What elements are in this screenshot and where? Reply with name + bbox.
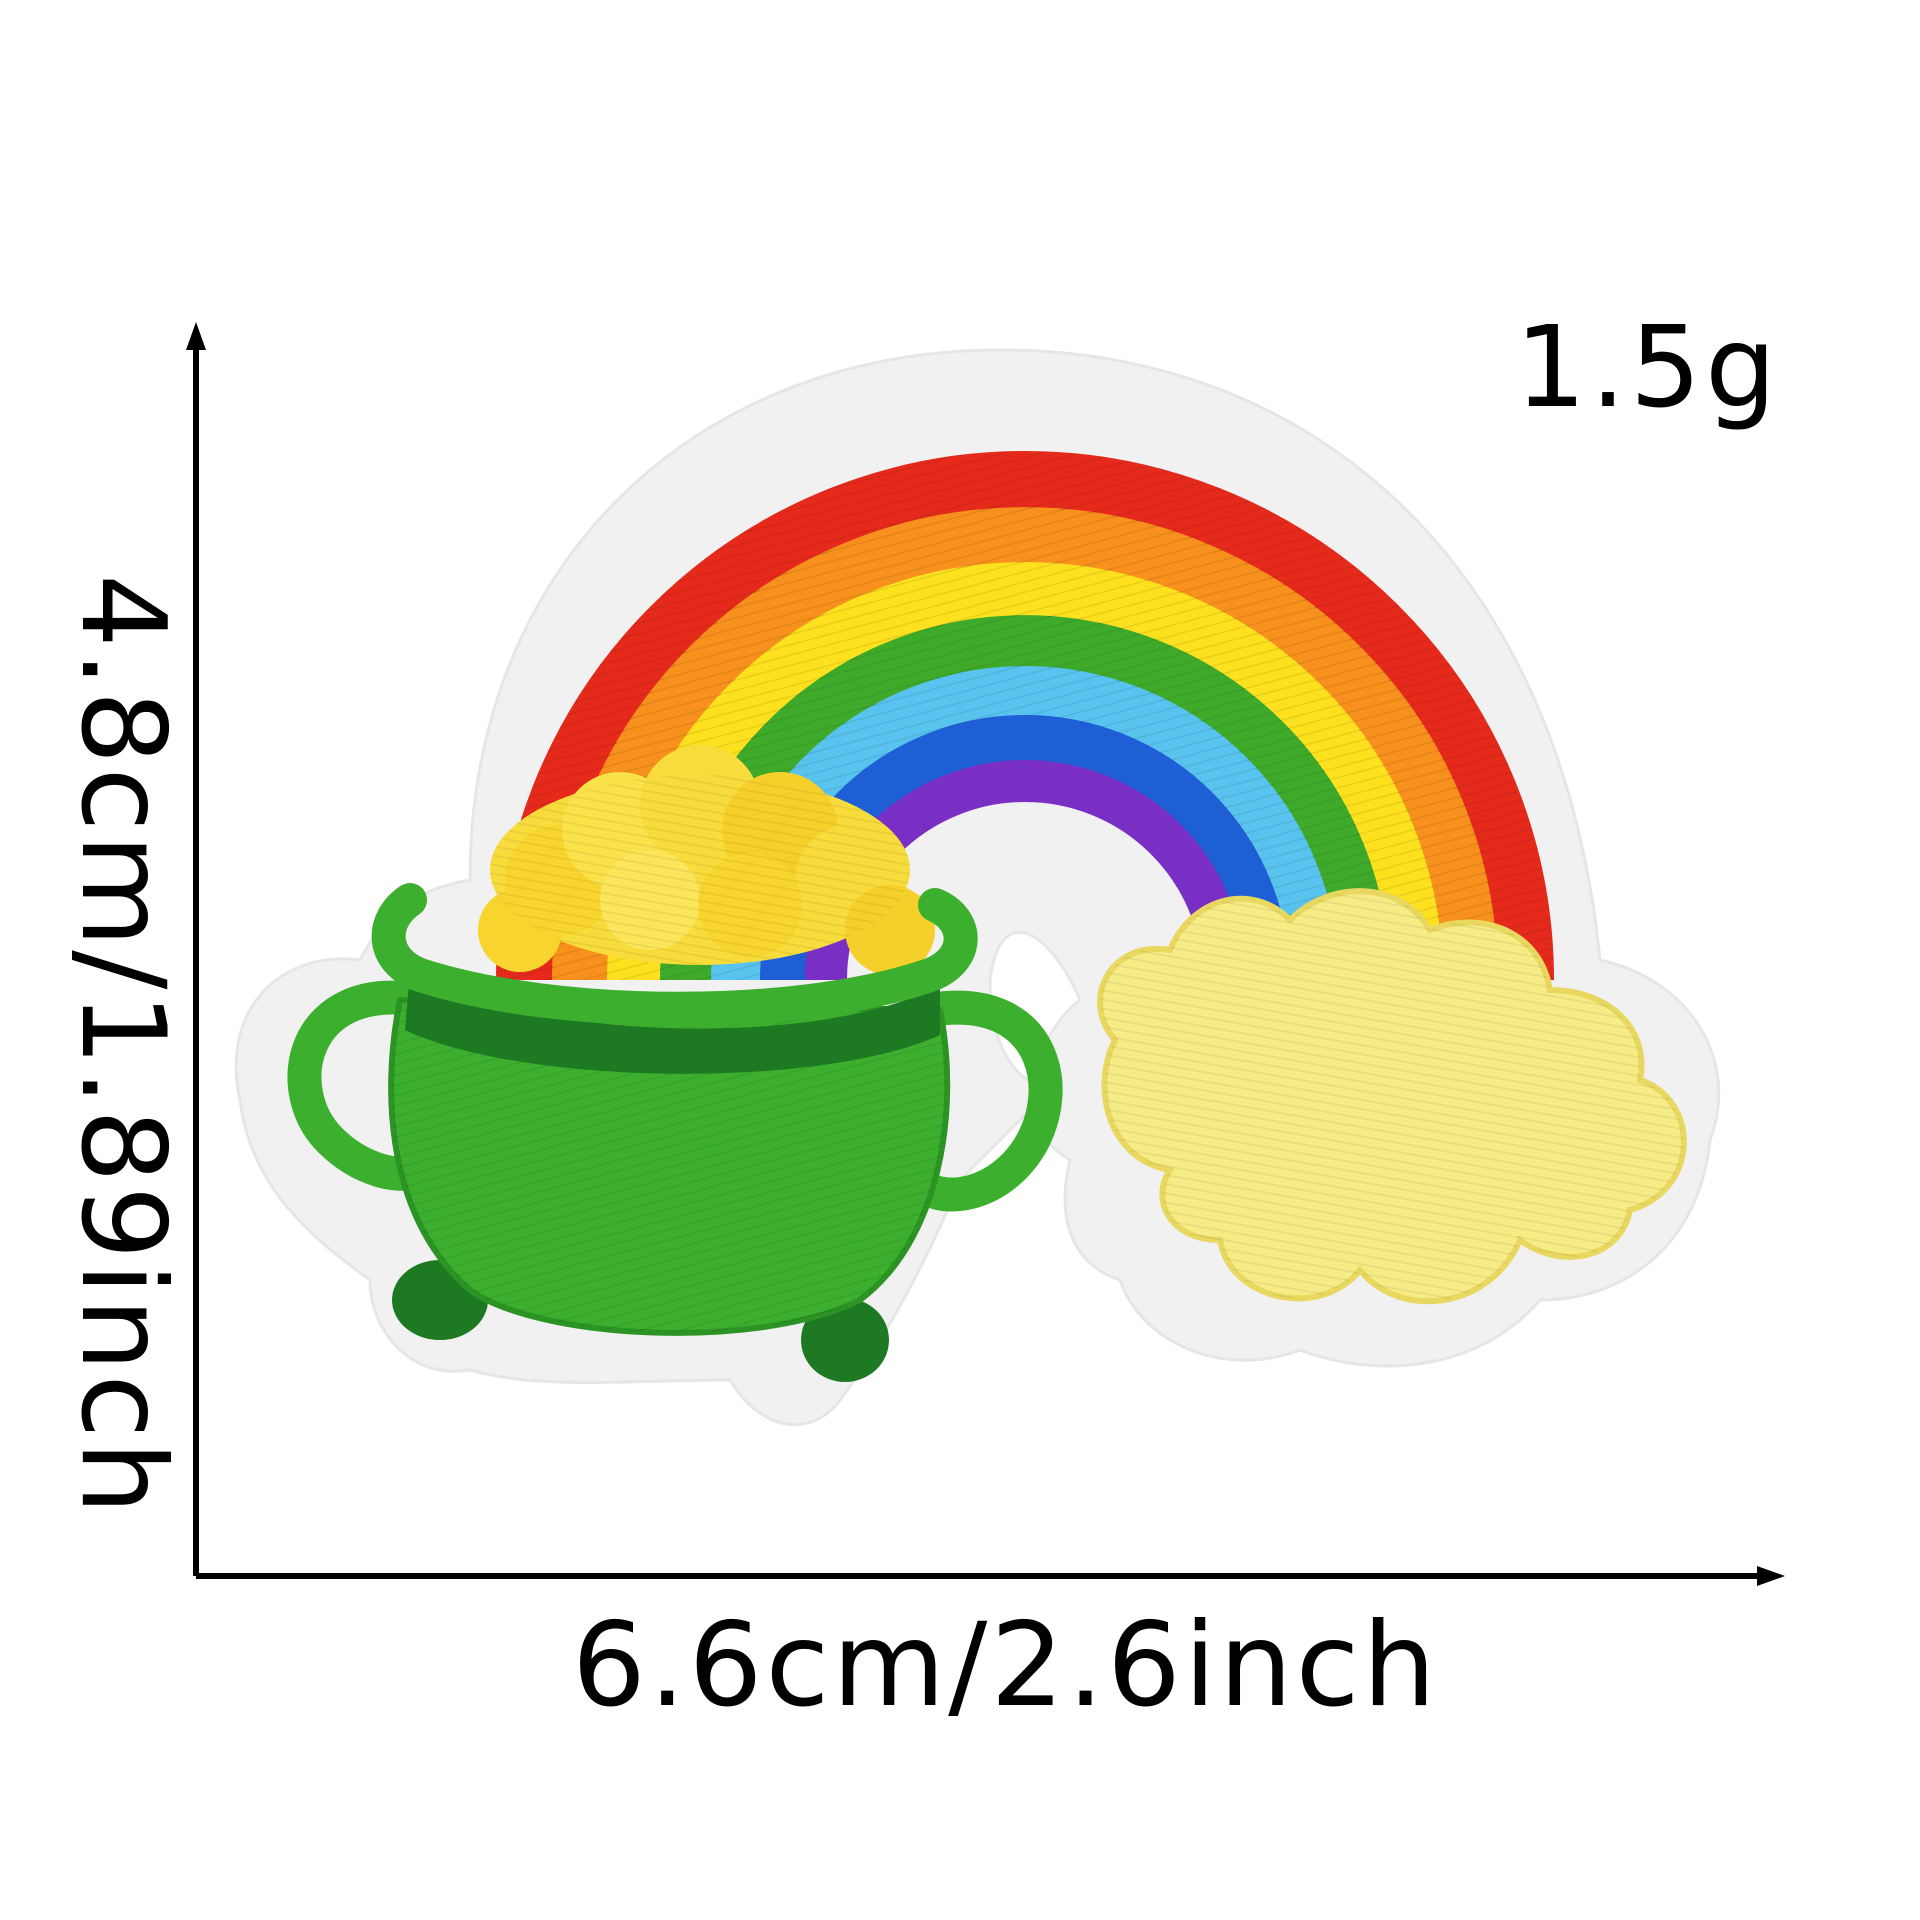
gold-coins — [478, 745, 935, 975]
height-arrow-icon — [186, 322, 206, 350]
pot-handle-right — [913, 990, 1063, 1212]
height-dimension-label: 4.8cm/1.89inch — [55, 574, 190, 1518]
pot-of-gold — [287, 745, 1063, 1382]
width-dimension-label: 6.6cm/2.6inch — [572, 1598, 1439, 1733]
pot-rim — [371, 883, 978, 1026]
pot-neck — [405, 970, 940, 1074]
weight-label: 1.5g — [1515, 303, 1781, 433]
width-arrow-icon — [1757, 1566, 1785, 1586]
pot-handle-left — [287, 980, 437, 1191]
pot-foot-right — [801, 1298, 889, 1382]
cloud — [1097, 888, 1687, 1305]
measurement-axes — [186, 322, 1785, 1586]
